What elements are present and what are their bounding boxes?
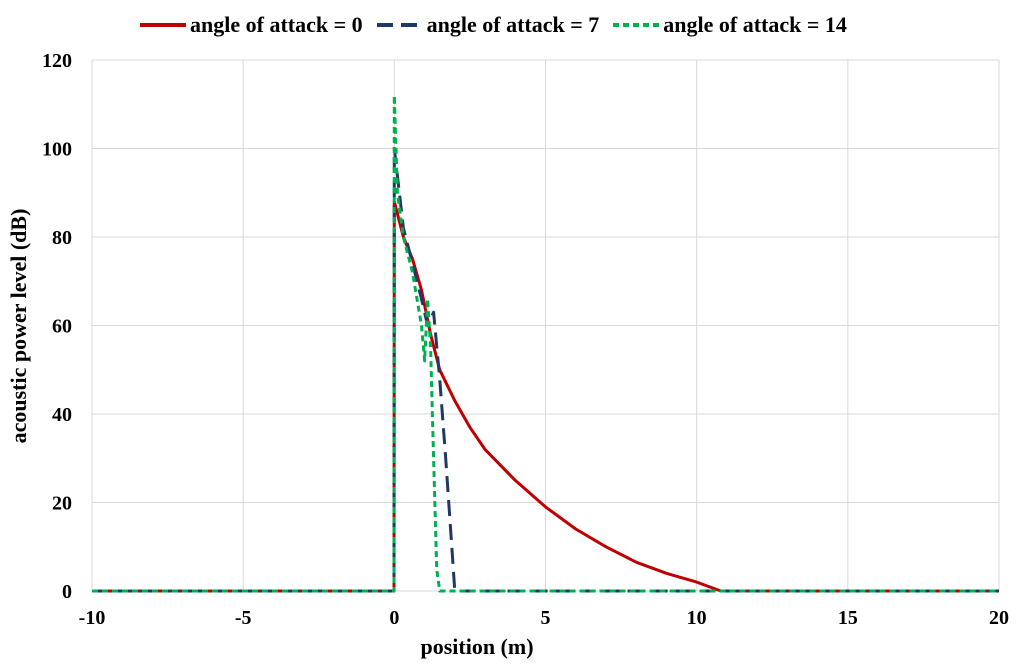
y-tick-label: 100 <box>42 139 72 161</box>
legend-label: angle of attack = 0 <box>190 12 363 37</box>
x-tick-label: 0 <box>389 607 399 629</box>
legend-item-aoa-0: angle of attack = 0 <box>140 12 363 38</box>
x-tick-label: 10 <box>687 607 707 629</box>
y-axis-title: acoustic power level (dB) <box>6 209 31 444</box>
x-tick-label: -5 <box>235 607 252 629</box>
x-tick-label: 20 <box>989 607 1009 629</box>
x-tick-label: 15 <box>838 607 858 629</box>
legend-item-aoa-7: angle of attack = 7 <box>376 12 600 38</box>
y-tick-label: 60 <box>52 316 72 338</box>
chart-legend: angle of attack = 0 angle of attack = 7 … <box>140 12 847 38</box>
legend-label: angle of attack = 14 <box>663 12 847 37</box>
x-axis-title: position (m) <box>420 634 533 659</box>
grid-lines <box>91 59 1000 592</box>
legend-label: angle of attack = 7 <box>426 12 600 37</box>
y-tick-label: 40 <box>52 404 72 426</box>
x-tick-label: 5 <box>541 607 551 629</box>
y-tick-label: 80 <box>52 227 72 249</box>
legend-swatch-solid-red-icon <box>140 23 186 27</box>
series-line-2 <box>92 93 999 593</box>
y-tick-label: 0 <box>62 581 72 603</box>
y-tick-label: 120 <box>42 50 72 72</box>
series-lines <box>92 93 999 593</box>
y-tick-label: 20 <box>52 493 72 515</box>
legend-swatch-shortdash-green-icon <box>613 23 660 27</box>
legend-item-aoa-14: angle of attack = 14 <box>613 12 847 38</box>
axis-ticks: 0 20 40 60 80 100 120 -10 -5 0 5 10 15 20 <box>42 50 1009 629</box>
x-tick-label: -10 <box>79 607 106 629</box>
legend-swatch-dash-navy-icon <box>376 23 423 27</box>
